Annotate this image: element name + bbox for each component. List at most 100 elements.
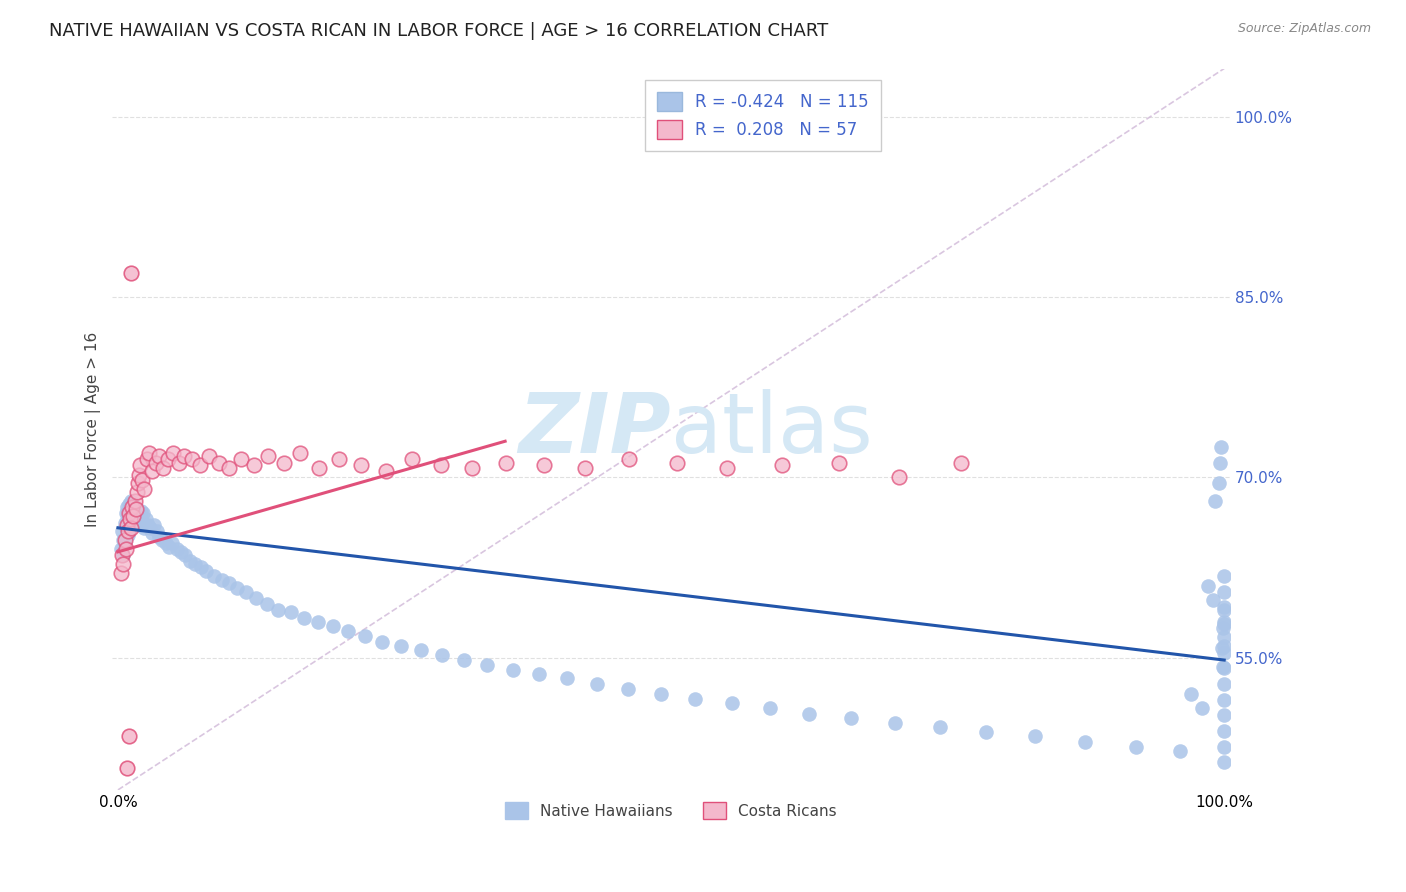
Text: atlas: atlas bbox=[671, 389, 873, 470]
Point bbox=[374, 464, 396, 478]
Point bbox=[195, 564, 218, 578]
Point bbox=[1212, 660, 1234, 674]
Point bbox=[135, 452, 157, 467]
Point bbox=[650, 687, 672, 701]
Point bbox=[243, 458, 266, 473]
Point bbox=[1180, 687, 1202, 701]
Point bbox=[111, 524, 134, 539]
Point bbox=[1197, 578, 1219, 592]
Point bbox=[665, 456, 688, 470]
Point bbox=[139, 521, 162, 535]
Point bbox=[124, 500, 146, 515]
Point bbox=[114, 533, 136, 547]
Point bbox=[120, 494, 142, 508]
Point bbox=[181, 452, 204, 467]
Point bbox=[1213, 661, 1236, 675]
Point bbox=[218, 460, 240, 475]
Point bbox=[461, 460, 484, 475]
Point bbox=[111, 549, 134, 563]
Point bbox=[114, 507, 136, 521]
Point bbox=[125, 511, 148, 525]
Point bbox=[114, 536, 136, 550]
Point bbox=[1168, 744, 1191, 758]
Point bbox=[114, 516, 136, 530]
Point bbox=[1213, 677, 1236, 691]
Point bbox=[145, 524, 167, 539]
Point bbox=[533, 458, 555, 473]
Point bbox=[129, 504, 152, 518]
Point bbox=[207, 456, 229, 470]
Point bbox=[179, 554, 201, 568]
Point bbox=[120, 504, 142, 518]
Legend: Native Hawaiians, Costa Ricans: Native Hawaiians, Costa Ricans bbox=[499, 796, 844, 826]
Point bbox=[1213, 639, 1236, 653]
Point bbox=[170, 545, 193, 559]
Point bbox=[124, 517, 146, 532]
Point bbox=[167, 456, 190, 470]
Point bbox=[117, 528, 139, 542]
Point bbox=[574, 460, 596, 475]
Point bbox=[371, 635, 394, 649]
Text: NATIVE HAWAIIAN VS COSTA RICAN IN LABOR FORCE | AGE > 16 CORRELATION CHART: NATIVE HAWAIIAN VS COSTA RICAN IN LABOR … bbox=[49, 22, 828, 40]
Point bbox=[430, 648, 453, 663]
Point bbox=[226, 581, 249, 595]
Point bbox=[117, 508, 139, 523]
Point bbox=[122, 508, 145, 523]
Point bbox=[120, 512, 142, 526]
Point bbox=[218, 576, 240, 591]
Point bbox=[190, 560, 212, 574]
Point bbox=[132, 507, 155, 521]
Point bbox=[1125, 739, 1147, 754]
Point bbox=[1212, 621, 1234, 635]
Point bbox=[1074, 735, 1097, 749]
Point bbox=[129, 458, 152, 473]
Point bbox=[118, 729, 141, 743]
Point bbox=[841, 711, 863, 725]
Point bbox=[118, 515, 141, 529]
Point bbox=[229, 452, 252, 467]
Point bbox=[122, 508, 145, 523]
Point bbox=[115, 761, 138, 775]
Point bbox=[1213, 615, 1236, 629]
Point bbox=[127, 504, 149, 518]
Point bbox=[173, 449, 195, 463]
Point bbox=[307, 615, 329, 629]
Point bbox=[124, 507, 146, 521]
Point bbox=[1202, 593, 1225, 607]
Point bbox=[267, 602, 290, 616]
Point bbox=[1213, 584, 1236, 599]
Point bbox=[131, 473, 153, 487]
Y-axis label: In Labor Force | Age > 16: In Labor Force | Age > 16 bbox=[86, 332, 101, 527]
Point bbox=[716, 460, 738, 475]
Point bbox=[721, 696, 744, 710]
Point bbox=[1191, 701, 1213, 715]
Point bbox=[1213, 646, 1236, 660]
Point bbox=[152, 460, 174, 475]
Point bbox=[1213, 739, 1236, 754]
Point bbox=[136, 518, 159, 533]
Point bbox=[235, 584, 257, 599]
Point bbox=[121, 518, 143, 533]
Point bbox=[409, 643, 432, 657]
Point bbox=[197, 449, 219, 463]
Point bbox=[124, 501, 146, 516]
Point bbox=[115, 518, 138, 533]
Point bbox=[157, 540, 180, 554]
Point bbox=[112, 533, 135, 547]
Point bbox=[308, 460, 330, 475]
Point bbox=[758, 701, 780, 715]
Point bbox=[256, 597, 278, 611]
Point bbox=[117, 524, 139, 539]
Point bbox=[127, 476, 149, 491]
Point bbox=[125, 484, 148, 499]
Point bbox=[141, 464, 163, 478]
Point bbox=[128, 467, 150, 482]
Point bbox=[121, 501, 143, 516]
Point bbox=[166, 542, 188, 557]
Point bbox=[828, 456, 851, 470]
Point bbox=[134, 483, 156, 497]
Point bbox=[502, 663, 524, 677]
Point bbox=[617, 681, 640, 696]
Point bbox=[337, 624, 360, 639]
Point bbox=[110, 542, 132, 557]
